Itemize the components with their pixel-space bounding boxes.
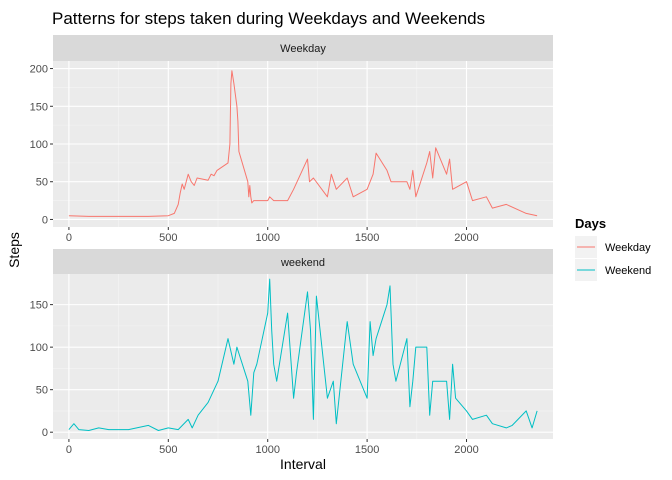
- y-axis-title: Steps: [6, 232, 22, 268]
- x-tick-label: 1500: [355, 232, 379, 244]
- y-tick-label: 0: [42, 427, 48, 439]
- panel-background-weekend: [53, 274, 553, 439]
- x-tick-label: 1000: [255, 444, 279, 456]
- x-tick-label: 500: [159, 444, 177, 456]
- strip-background-weekend: [53, 249, 553, 274]
- series-weekday: [68, 70, 538, 217]
- y-tick-label: 200: [30, 64, 48, 76]
- legend-label-weekend: Weekend: [605, 265, 651, 277]
- x-tick-label: 2000: [454, 232, 478, 244]
- x-tick-label: 0: [66, 232, 72, 244]
- x-axis-weekday: 0 500 1000 1500 2000: [66, 227, 479, 244]
- y-tick-label: 0: [42, 214, 48, 226]
- gridlines-weekday: [53, 61, 553, 227]
- y-tick-label: 100: [30, 139, 48, 151]
- strip-label-weekday: Weekday: [280, 43, 326, 55]
- chart-title: Patterns for steps taken during Weekdays…: [52, 9, 485, 28]
- y-tick-label: 50: [36, 177, 48, 189]
- x-tick-label: 0: [66, 444, 72, 456]
- legend-title: Days: [575, 216, 606, 231]
- x-tick-label: 500: [159, 232, 177, 244]
- panel-weekend: weekend 0 50 100 150 0 500 1000 1500 2000: [30, 249, 553, 456]
- y-tick-label: 50: [36, 385, 48, 397]
- gridlines-weekend: [53, 274, 553, 439]
- series-line-weekday: [68, 70, 538, 217]
- legend-label-weekday: Weekday: [605, 242, 651, 254]
- y-axis-weekend: 0 50 100 150: [30, 300, 53, 439]
- series-line-weekend: [68, 278, 538, 431]
- strip-label-weekend: weekend: [280, 257, 325, 269]
- x-tick-label: 1500: [355, 444, 379, 456]
- series-weekend: [68, 278, 538, 431]
- strip-background-weekday: [53, 35, 553, 61]
- x-tick-label: 1000: [255, 232, 279, 244]
- y-axis-weekday: 0 50 100 150 200: [30, 64, 53, 226]
- y-tick-label: 150: [30, 101, 48, 113]
- y-tick-label: 150: [30, 300, 48, 312]
- legend: Days Weekday Weekend: [575, 216, 651, 281]
- x-axis-title: Interval: [280, 456, 326, 472]
- y-tick-label: 100: [30, 342, 48, 354]
- x-axis-weekend: 0 500 1000 1500 2000: [66, 439, 479, 456]
- x-tick-label: 2000: [454, 444, 478, 456]
- panel-weekday: Weekday 0 50 100 150 200 0 500 1000 1500 2000: [30, 35, 553, 244]
